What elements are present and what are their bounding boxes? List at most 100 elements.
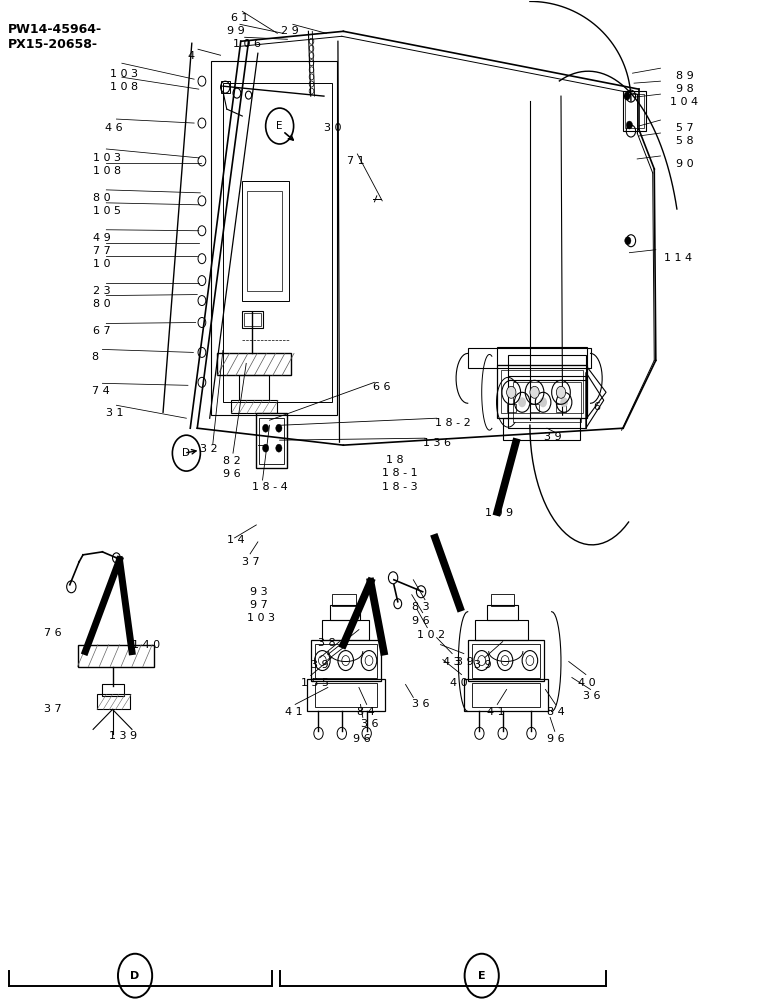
Bar — [472, 644, 540, 678]
Bar — [322, 620, 369, 640]
Circle shape — [556, 386, 566, 398]
Bar — [314, 644, 377, 678]
Text: 1 8 - 4: 1 8 - 4 — [252, 482, 287, 492]
Text: 2 9: 2 9 — [281, 26, 299, 36]
Text: 4 3: 4 3 — [443, 657, 460, 667]
Text: 1 0 5: 1 0 5 — [93, 206, 121, 216]
Text: 9 6: 9 6 — [223, 469, 240, 479]
Text: 1 3 6: 1 3 6 — [423, 438, 451, 448]
Bar — [97, 694, 129, 709]
Text: 1 0 8: 1 0 8 — [93, 166, 121, 176]
Text: 3 2: 3 2 — [200, 444, 217, 454]
Bar — [221, 81, 230, 93]
Text: 3 6: 3 6 — [412, 699, 429, 709]
Text: 8 2: 8 2 — [223, 456, 241, 466]
Circle shape — [263, 444, 269, 452]
Text: 2 3: 2 3 — [93, 286, 111, 296]
Circle shape — [560, 397, 568, 407]
Text: 4 0: 4 0 — [578, 678, 596, 688]
Text: 6: 6 — [594, 402, 601, 412]
Text: 7 4: 7 4 — [91, 386, 109, 396]
Text: 8 9: 8 9 — [676, 71, 693, 81]
Text: 1 0: 1 0 — [93, 259, 111, 269]
Bar — [332, 594, 356, 606]
Text: 8 3: 8 3 — [412, 602, 429, 612]
Text: 1 8 - 1: 1 8 - 1 — [382, 468, 418, 478]
Bar — [556, 404, 566, 412]
Text: 4: 4 — [188, 51, 195, 61]
Bar — [239, 375, 269, 400]
Bar — [307, 680, 385, 711]
Bar — [243, 311, 263, 328]
Text: 8 4: 8 4 — [357, 707, 375, 717]
Text: 6 6: 6 6 — [373, 382, 391, 392]
Circle shape — [625, 237, 631, 245]
Bar — [498, 365, 587, 418]
Circle shape — [263, 424, 269, 432]
Text: D: D — [183, 448, 190, 458]
Text: 5 7: 5 7 — [676, 123, 693, 133]
Text: 9 7: 9 7 — [250, 600, 268, 610]
Bar — [243, 181, 289, 301]
Text: 1 4: 1 4 — [227, 535, 244, 545]
Circle shape — [530, 386, 539, 398]
Bar — [464, 680, 548, 711]
Text: 3 7: 3 7 — [44, 704, 62, 714]
Text: D: D — [130, 971, 140, 981]
Text: 3 6: 3 6 — [583, 691, 601, 701]
Text: 3 1: 3 1 — [106, 408, 124, 418]
Circle shape — [506, 386, 516, 398]
Text: 1 4 0: 1 4 0 — [132, 640, 160, 650]
Bar — [247, 191, 282, 291]
Text: PW14-45964-: PW14-45964- — [8, 23, 101, 36]
Bar — [506, 404, 516, 412]
Bar — [211, 61, 337, 415]
Text: 9 6: 9 6 — [412, 616, 429, 626]
Text: E: E — [478, 971, 485, 981]
Text: 1 8: 1 8 — [386, 455, 404, 465]
Text: 1 0 3: 1 0 3 — [93, 153, 121, 163]
Text: 1 8 - 2: 1 8 - 2 — [435, 418, 471, 428]
Bar — [244, 313, 261, 326]
Text: 1 1 4: 1 1 4 — [664, 253, 692, 263]
Text: 8 0: 8 0 — [93, 299, 111, 309]
Text: 9 9: 9 9 — [227, 26, 245, 36]
Bar — [503, 418, 580, 440]
Bar — [232, 400, 277, 413]
Text: 1 0 9: 1 0 9 — [485, 508, 513, 518]
Bar — [77, 645, 154, 667]
Text: 1 0 4: 1 0 4 — [670, 97, 698, 107]
Text: 1 3 9: 1 3 9 — [108, 731, 136, 741]
Text: 9 8: 9 8 — [676, 84, 693, 94]
Text: 3 9: 3 9 — [474, 660, 491, 670]
Bar — [259, 418, 283, 464]
Text: 1 0 2: 1 0 2 — [417, 630, 445, 640]
Bar — [623, 91, 647, 131]
Text: 1 5 5: 1 5 5 — [300, 678, 328, 688]
Text: 8 0: 8 0 — [93, 193, 111, 203]
Bar — [472, 683, 540, 707]
Text: 3 9: 3 9 — [456, 657, 473, 667]
Bar — [218, 353, 291, 375]
Text: 7 7: 7 7 — [93, 246, 111, 256]
Bar — [476, 620, 528, 640]
Text: 9 6: 9 6 — [547, 734, 565, 744]
Text: 4 9: 4 9 — [93, 233, 111, 243]
Bar — [626, 94, 644, 128]
Text: 5 8: 5 8 — [676, 136, 693, 146]
Text: 1 0 3: 1 0 3 — [247, 613, 275, 623]
Text: 4 1: 4 1 — [285, 707, 303, 717]
Bar — [223, 83, 332, 402]
Text: 9 0: 9 0 — [676, 159, 693, 169]
Bar — [530, 404, 539, 412]
Text: 7 6: 7 6 — [44, 628, 62, 638]
Text: 3 9: 3 9 — [310, 660, 328, 670]
Text: 8: 8 — [91, 352, 99, 362]
Bar — [256, 413, 286, 468]
Text: 8 4: 8 4 — [547, 707, 565, 717]
Text: 4 0: 4 0 — [450, 678, 467, 688]
Text: PX15-20658-: PX15-20658- — [8, 38, 98, 51]
Text: 1 8 - 3: 1 8 - 3 — [382, 482, 418, 492]
Text: 3 0: 3 0 — [324, 123, 342, 133]
Text: 3 6: 3 6 — [361, 719, 379, 729]
